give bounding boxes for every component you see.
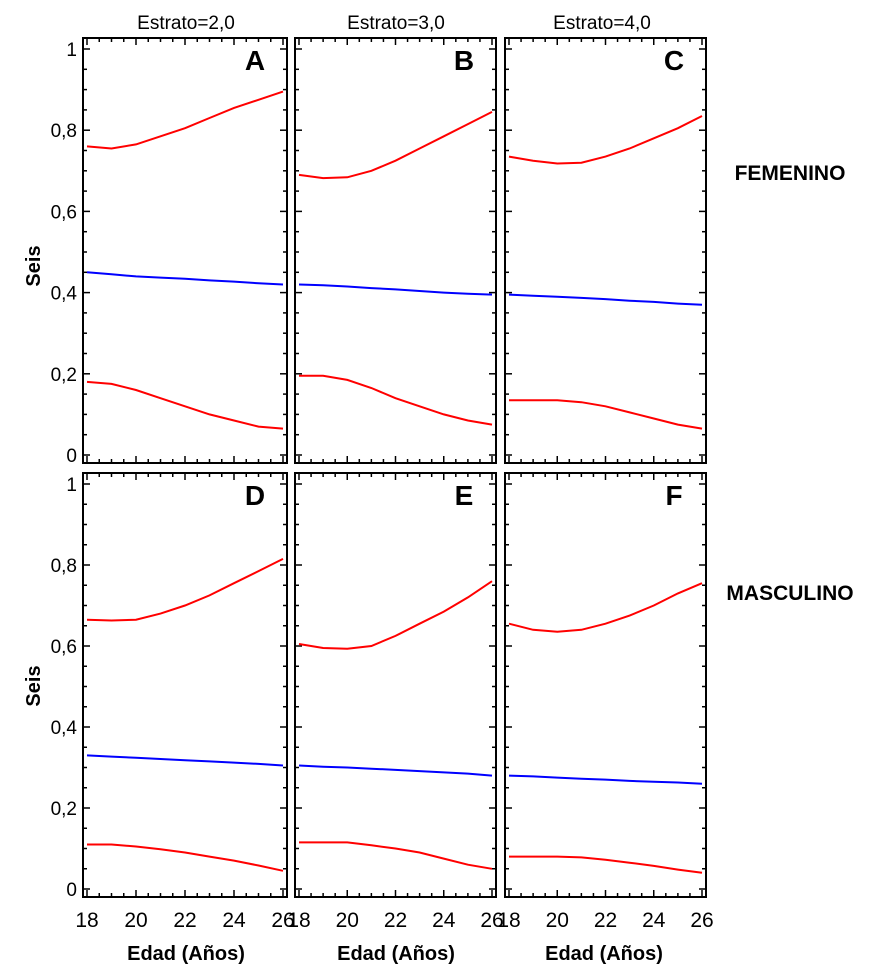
y-tick-label: 0,2: [51, 365, 77, 386]
x-tick-label: 18: [497, 909, 520, 932]
x-tick-label: 22: [594, 909, 617, 932]
x-tick-label: 26: [690, 909, 713, 932]
panel-frame-f: [504, 472, 707, 898]
panels-layer: 0 0,2 0,4 0,6 0,8 1 A B C 0 0,2 0,4 0,6 0,8 1 18 20 22 24 2…: [51, 37, 714, 932]
panel-label-e: E: [455, 480, 474, 511]
x-tick-label: 18: [75, 909, 98, 932]
lower-limit-line-a: [86, 380, 284, 430]
x-tick-label: 26: [480, 909, 503, 932]
y-axis-label-top: Seis: [23, 245, 45, 286]
y-tick-label: 0,8: [51, 121, 77, 142]
x-tick-label: 22: [384, 909, 407, 932]
fit-line-b: [298, 283, 493, 296]
upper-limit-line-f: [508, 582, 703, 633]
upper-limit-line-a: [86, 90, 284, 150]
y-tick-label: 0,8: [51, 556, 77, 577]
y-tick-label: 1: [66, 40, 77, 61]
fit-line-c: [508, 293, 703, 306]
x-axis-label-1: Edad (Años): [127, 943, 245, 965]
row-label-femenino: FEMENINO: [735, 162, 846, 185]
x-tick-label: 18: [287, 909, 310, 932]
panel-label-c: C: [664, 45, 684, 76]
x-axis-label-2: Edad (Años): [337, 943, 455, 965]
panel-label-a: A: [245, 45, 265, 76]
panel-label-b: B: [454, 45, 474, 76]
fit-line-a: [86, 271, 284, 286]
lower-limit-line-f: [509, 855, 703, 874]
upper-limit-line-d: [86, 558, 284, 622]
x-tick-label: 20: [124, 909, 147, 932]
x-tick-label: 24: [642, 909, 666, 932]
panel-label-d: D: [245, 480, 265, 511]
lower-limit-line-e: [299, 841, 493, 870]
x-tick-label: 20: [546, 909, 569, 932]
lower-limit-line-b: [299, 374, 493, 426]
fit-line-d: [86, 754, 284, 767]
panel-frame-a: [82, 37, 288, 464]
strata-header-2: Estrato=3,0: [347, 13, 445, 34]
upper-limit-line-b: [298, 111, 493, 180]
y-axis-label-bottom: Seis: [23, 665, 45, 706]
y-tick-label: 0,6: [51, 637, 77, 658]
y-tick-label: 0: [66, 446, 77, 467]
upper-limit-line-e: [298, 580, 493, 650]
x-tick-label: 26: [271, 909, 294, 932]
x-tick-label: 20: [336, 909, 359, 932]
y-tick-label: 0,2: [51, 799, 77, 820]
panel-frame-d: [82, 472, 288, 898]
upper-limit-line-c: [508, 115, 703, 165]
x-axis-label-3: Edad (Años): [545, 943, 663, 965]
x-tick-label: 22: [173, 909, 196, 932]
fit-line-e: [298, 764, 493, 777]
fit-line-f: [508, 774, 703, 785]
y-tick-label: 0,4: [51, 284, 78, 305]
lower-limit-line-d: [87, 843, 284, 872]
x-tick-label: 24: [432, 909, 456, 932]
y-tick-label: 0,6: [51, 202, 77, 223]
strata-header-1: Estrato=2,0: [137, 13, 235, 34]
y-tick-label: 1: [66, 475, 77, 496]
strata-header-3: Estrato=4,0: [553, 13, 651, 34]
panel-label-f: F: [665, 480, 682, 511]
y-tick-label: 0,4: [51, 718, 78, 739]
y-tick-label: 0: [66, 880, 77, 901]
x-tick-label: 24: [222, 909, 246, 932]
row-label-masculino: MASCULINO: [726, 582, 853, 605]
lower-limit-line-c: [509, 399, 703, 430]
panel-frame-e: [294, 472, 497, 898]
